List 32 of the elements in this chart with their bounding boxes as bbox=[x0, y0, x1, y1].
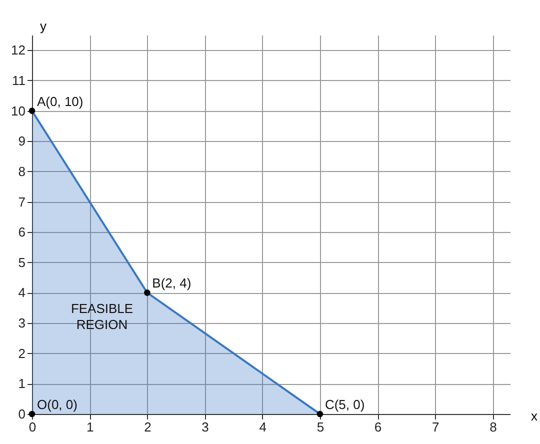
y-tick-label: 5 bbox=[18, 254, 26, 270]
y-tick-label: 4 bbox=[18, 285, 26, 300]
annotation: C(5, 0) bbox=[324, 397, 365, 412]
x-tick-label: 5 bbox=[316, 420, 324, 434]
x-tick-label: 0 bbox=[28, 420, 36, 434]
point bbox=[28, 108, 36, 114]
x-tick-label: 8 bbox=[490, 420, 497, 434]
y-tick-label: 11 bbox=[12, 72, 26, 88]
x-tick-label: 6 bbox=[374, 420, 382, 434]
annotation: B(2, 4) bbox=[152, 276, 192, 291]
point bbox=[316, 410, 324, 418]
x-tick-label: 7 bbox=[432, 420, 440, 434]
x-tick-label: 2 bbox=[144, 420, 152, 434]
annotation: FEASIBLE REGION bbox=[70, 301, 134, 332]
x-tick-label: 1 bbox=[86, 420, 94, 434]
y-tick-label: 8 bbox=[18, 164, 26, 179]
annotation: A(0, 10) bbox=[37, 94, 84, 109]
x-tick-label: 4 bbox=[259, 420, 266, 434]
y-tick-label: 3 bbox=[18, 316, 26, 331]
x-tick-label: 3 bbox=[202, 420, 209, 434]
y-tick-label: 9 bbox=[18, 134, 26, 149]
y-tick-label: 7 bbox=[18, 194, 26, 210]
y-axis-title: y bbox=[40, 18, 47, 34]
y-tick-label: 2 bbox=[18, 346, 26, 361]
y-tick-label: 6 bbox=[18, 224, 26, 240]
y-tick-label: 10 bbox=[11, 103, 26, 118]
y-tick-label: 12 bbox=[11, 42, 26, 58]
y-tick-label: 1 bbox=[18, 376, 26, 392]
y-tick-label: 0 bbox=[18, 406, 26, 422]
point bbox=[144, 290, 150, 296]
annotation: O(0, 0) bbox=[37, 397, 78, 412]
x-axis-title: x bbox=[531, 408, 538, 424]
